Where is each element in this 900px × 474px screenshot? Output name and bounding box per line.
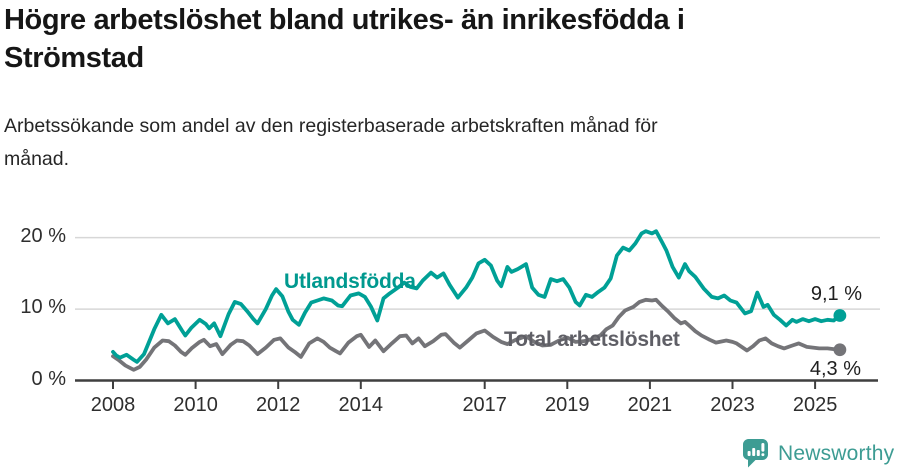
newsworthy-logo-icon [743,439,768,468]
series-end-dot [833,309,847,322]
subtitle-line-2: månad. [4,148,70,170]
x-tick-label: 2021 [627,394,673,416]
chart-subtitle: Arbetssökande som andel av den registerb… [4,110,658,176]
brand-name: Newsworthy [778,441,895,465]
x-tick-label: 2008 [90,394,136,416]
subtitle-line-1: Arbetssökande som andel av den registerb… [4,115,658,137]
brand-footer: Newsworthy [742,438,894,469]
series-label-total-arbetsloshet: Total arbetslöshet [504,328,680,351]
y-tick-label: 10 % [20,296,66,319]
x-tick-label: 2014 [338,394,384,416]
x-tick-label: 2023 [710,394,755,416]
y-tick-label: 0 % [31,367,66,390]
end-value-utlandsfodda: 9,1 % [810,283,862,305]
x-tick-label: 2017 [462,394,507,416]
series-end-dot [833,343,847,357]
x-tick-label: 2010 [173,394,218,416]
x-tick-label: 2025 [792,394,838,416]
x-tick-label: 2019 [545,394,590,416]
series-line-total-arbetsl-shet [111,297,842,372]
series-line-utlandsf-dda [111,229,842,364]
x-tick-label: 2012 [255,394,301,416]
title-line-1: Högre arbetslöshet bland utrikes- än inr… [4,4,685,36]
end-value-total-arbetsloshet: 4,3 % [809,358,861,380]
y-tick-label: 20 % [20,224,66,247]
page-title: Högre arbetslöshet bland utrikes- än inr… [4,1,685,77]
title-line-2: Strömstad [4,42,144,74]
series-label-utlandsfodda: Utlandsfödda [284,270,416,293]
